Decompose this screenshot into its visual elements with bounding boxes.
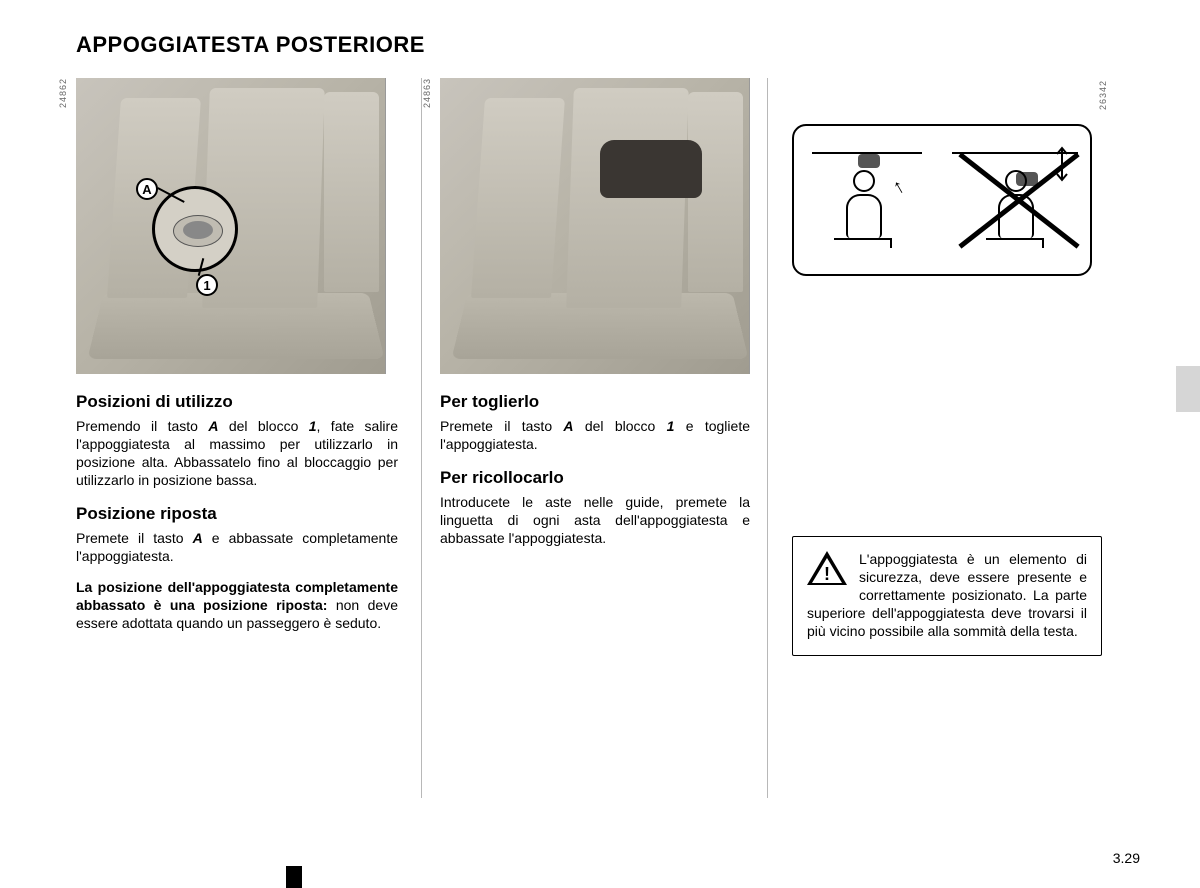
subheading: Per ricollocarlo — [440, 468, 750, 488]
callout-detail — [152, 186, 238, 272]
column-1: 24862 A 1 Posizioni di utilizzo Premendo… — [76, 78, 422, 656]
subheading: Per toglierlo — [440, 392, 750, 412]
warning-triangle-icon: ! — [807, 551, 851, 591]
paragraph: La posizione dell'appoggiatesta completa… — [76, 579, 398, 633]
paragraph: Premendo il tasto A del blocco 1, fate s… — [76, 418, 398, 490]
page-number: 3.29 — [1113, 850, 1140, 866]
paragraph: Premete il tasto A del blocco 1 e toglie… — [440, 418, 750, 454]
figure-code: 24862 — [58, 78, 68, 108]
section-thumb-tab — [1176, 366, 1200, 412]
figure-1: 24862 A 1 — [76, 78, 386, 374]
headrest-raised — [600, 140, 702, 198]
figure-code: 26342 — [1098, 80, 1108, 110]
subheading: Posizioni di utilizzo — [76, 392, 398, 412]
paragraph: Introducete le aste nelle guide, premete… — [440, 494, 750, 548]
footer-crop-mark — [286, 866, 302, 888]
callout-label-1: 1 — [196, 274, 218, 296]
manual-page: APPOGGIATESTA POSTERIORE 24862 A 1 Posiz… — [0, 0, 1200, 656]
callout-label-a: A — [136, 178, 158, 200]
subheading: Posizione riposta — [76, 504, 398, 524]
figure-2: 24863 — [440, 78, 750, 374]
page-title: APPOGGIATESTA POSTERIORE — [76, 32, 1140, 58]
column-3: 26342 ↑ — [768, 78, 1114, 656]
column-layout: 24862 A 1 Posizioni di utilizzo Premendo… — [76, 78, 1140, 656]
figure-3-diagram: 26342 ↑ — [792, 124, 1092, 276]
paragraph: Premete il tasto A e abbassate completam… — [76, 530, 398, 566]
figure-code: 24863 — [422, 78, 432, 108]
warning-box: ! L'appoggiatesta è un elemento di sicur… — [792, 536, 1102, 656]
seat-correct-icon — [834, 170, 894, 248]
column-2: 24863 Per toglierlo Premete il tasto A d… — [422, 78, 768, 656]
